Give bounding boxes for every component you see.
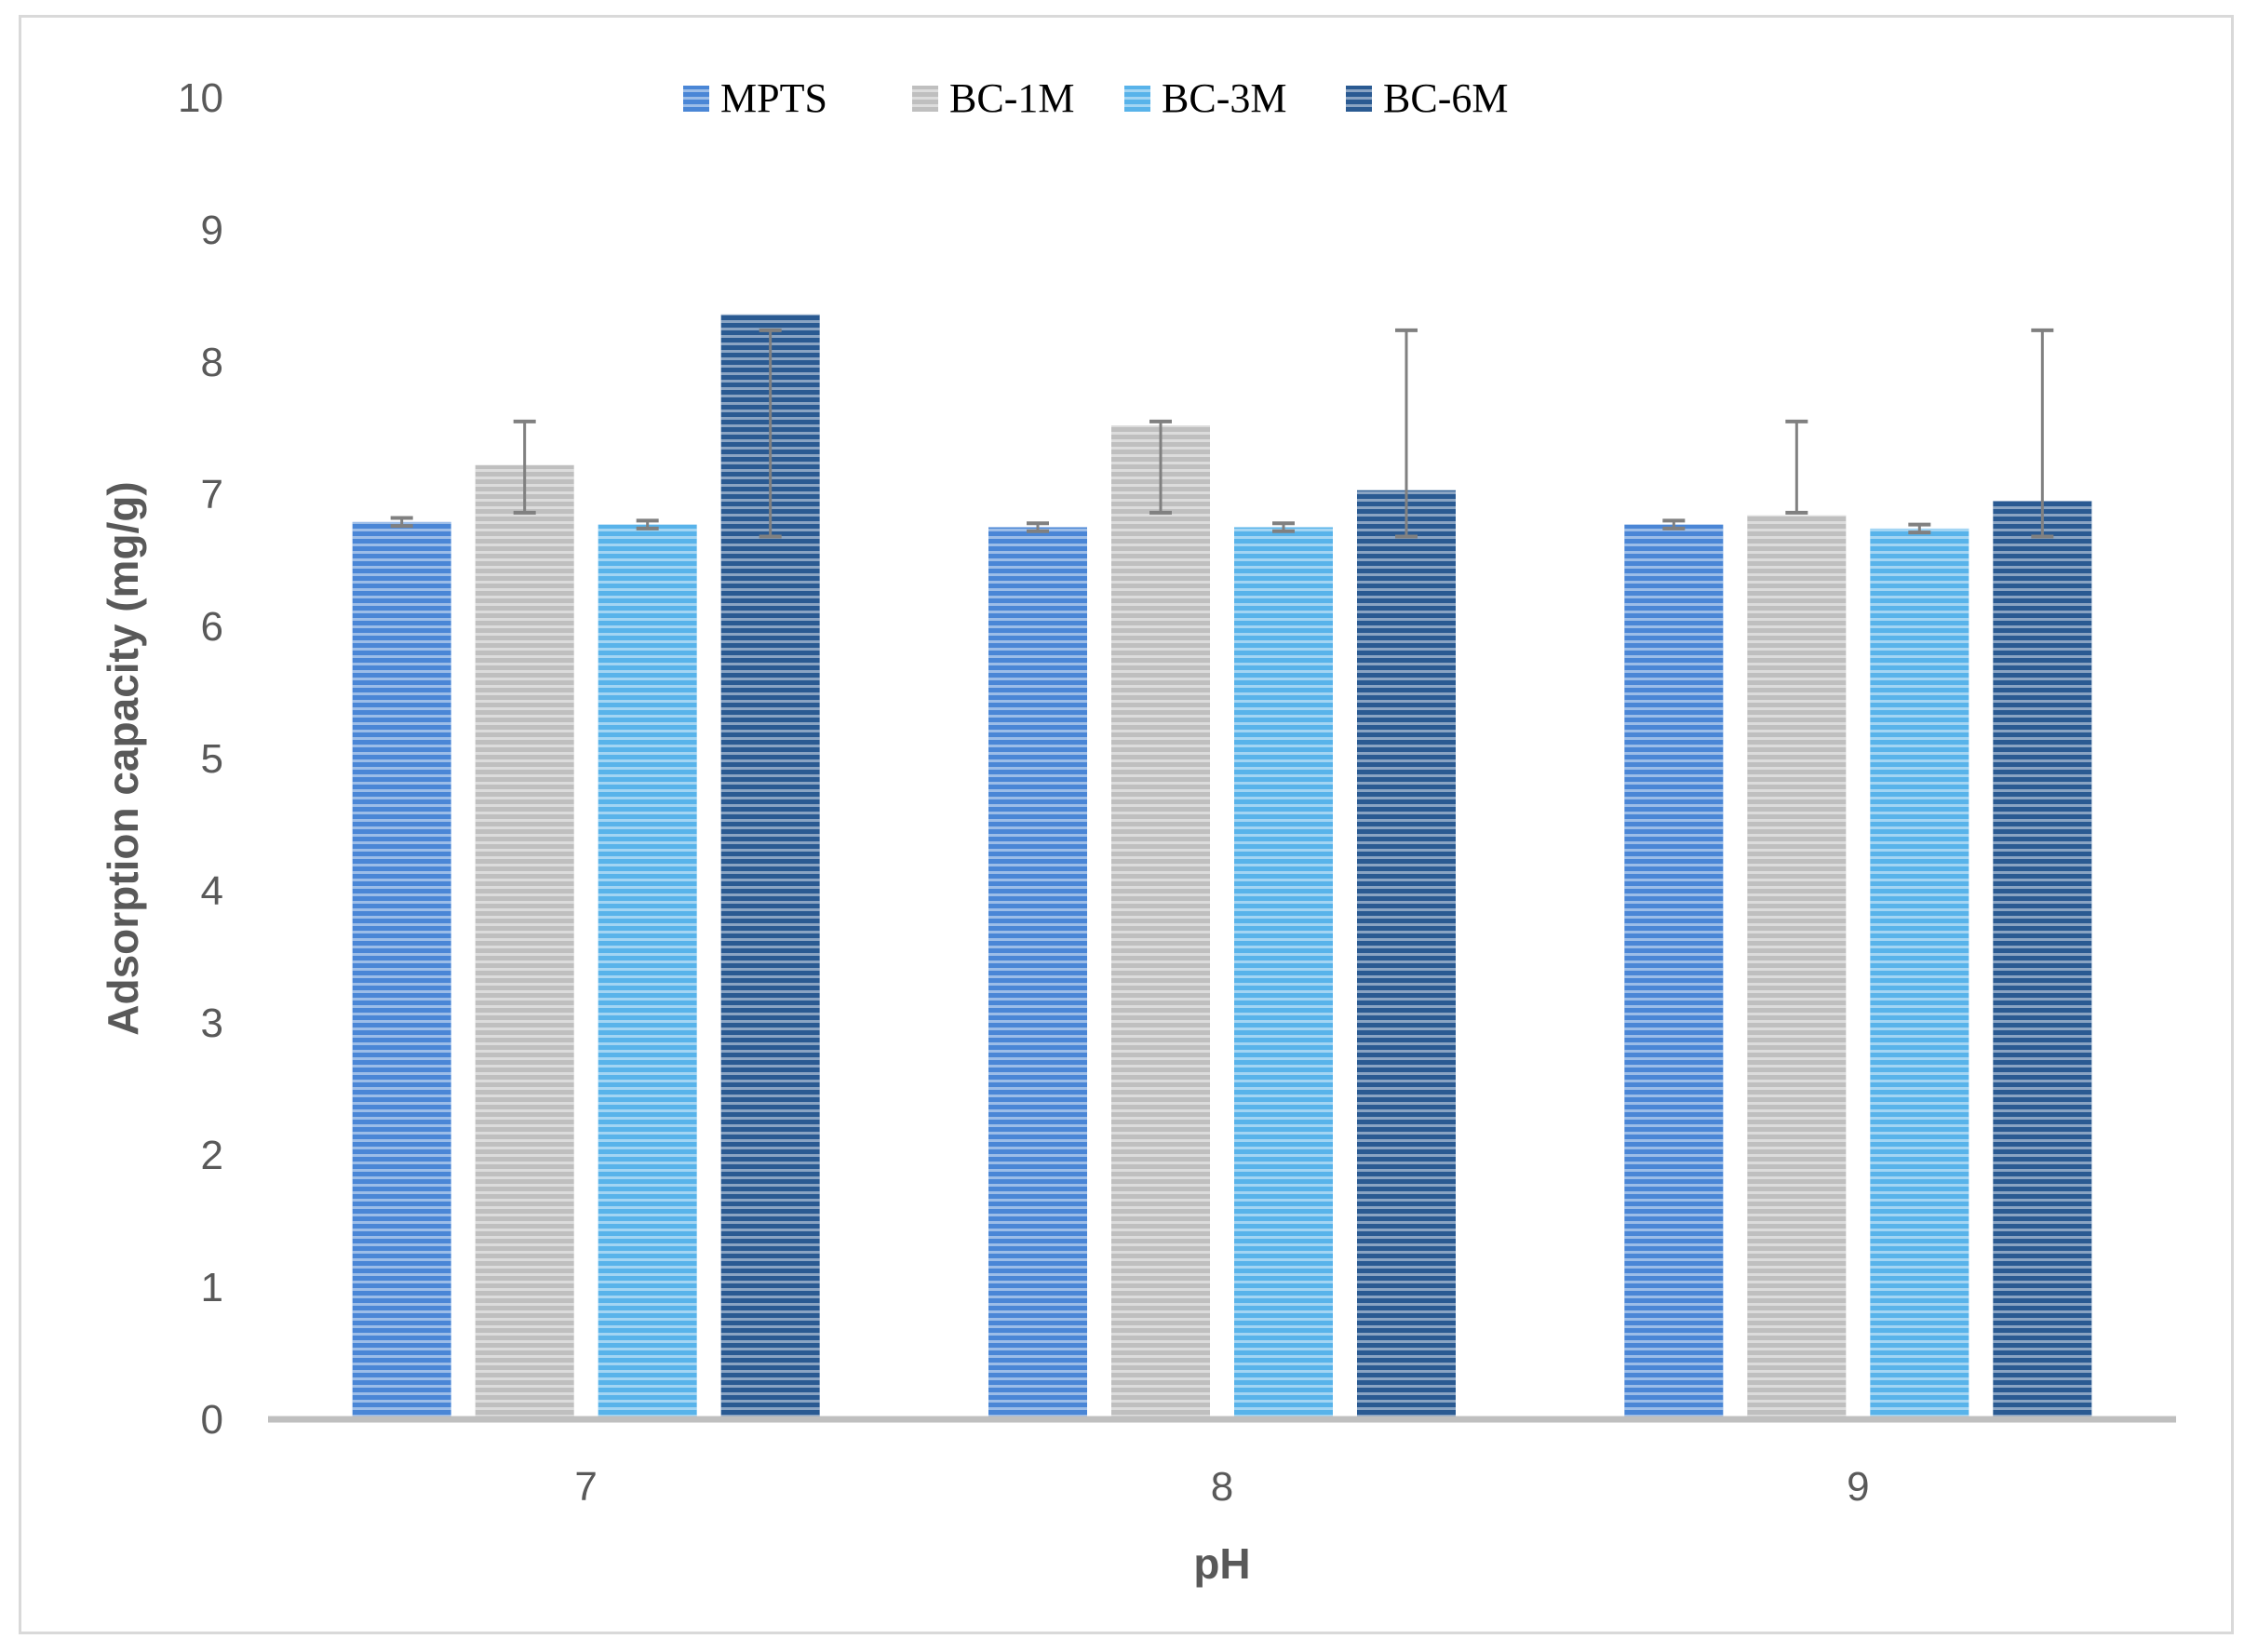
bar-bc-3m-ph8-stripes xyxy=(1234,527,1333,1419)
bar-bc-6m-ph9-stripes xyxy=(1993,501,2092,1419)
y-tick-label: 8 xyxy=(201,340,223,385)
y-tick-label: 10 xyxy=(178,75,223,121)
y-tick-label: 0 xyxy=(201,1397,223,1443)
bar-mpts-ph9-stripes xyxy=(1624,524,1724,1419)
bar-bc-1m-ph8-stripes xyxy=(1111,425,1210,1419)
y-tick-label: 7 xyxy=(201,472,223,517)
legend-label-bc-3m: BC-3M xyxy=(1162,75,1286,121)
y-tick-label: 3 xyxy=(201,1001,223,1046)
bars xyxy=(352,314,2092,1419)
y-axis-title: Adsorption capacity (mg/g) xyxy=(99,481,147,1035)
y-tick-label: 6 xyxy=(201,604,223,650)
bar-mpts-ph7-stripes xyxy=(352,521,451,1419)
bar-bc-3m-ph9-stripes xyxy=(1870,528,1969,1419)
bar-bc-6m-ph8-stripes xyxy=(1357,490,1456,1419)
legend-label-bc-6m: BC-6M xyxy=(1383,75,1508,121)
x-axis-title: pH xyxy=(1193,1539,1250,1588)
legend-swatch-stripes xyxy=(1124,86,1150,112)
legend-swatch-stripes xyxy=(912,86,938,112)
x-axis-ticks: 7 8 9 xyxy=(574,1464,1869,1510)
x-tick-label: 9 xyxy=(1847,1464,1869,1510)
bar-bc-1m-ph9-stripes xyxy=(1747,515,1847,1419)
y-tick-label: 1 xyxy=(201,1265,223,1310)
legend: MPTS BC-1M BC-3M BC-6M xyxy=(683,75,1508,121)
x-tick-label: 7 xyxy=(574,1464,597,1510)
y-tick-label: 4 xyxy=(201,868,223,914)
legend-label-bc-1m: BC-1M xyxy=(949,75,1074,121)
legend-swatch-stripes xyxy=(683,86,709,112)
y-tick-label: 5 xyxy=(201,736,223,782)
legend-label-mpts: MPTS xyxy=(720,75,827,121)
y-tick-label: 2 xyxy=(201,1133,223,1178)
bar-bc-1m-ph7-stripes xyxy=(475,464,574,1419)
bar-mpts-ph8-stripes xyxy=(988,527,1087,1419)
x-tick-label: 8 xyxy=(1211,1464,1233,1510)
y-tick-label: 9 xyxy=(201,208,223,253)
y-axis-ticks: 0 1 2 3 4 5 6 7 8 9 10 xyxy=(178,75,223,1443)
bar-bc-3m-ph7-stripes xyxy=(598,524,697,1419)
legend-swatch-stripes xyxy=(1346,86,1372,112)
error-bars xyxy=(390,328,2054,539)
